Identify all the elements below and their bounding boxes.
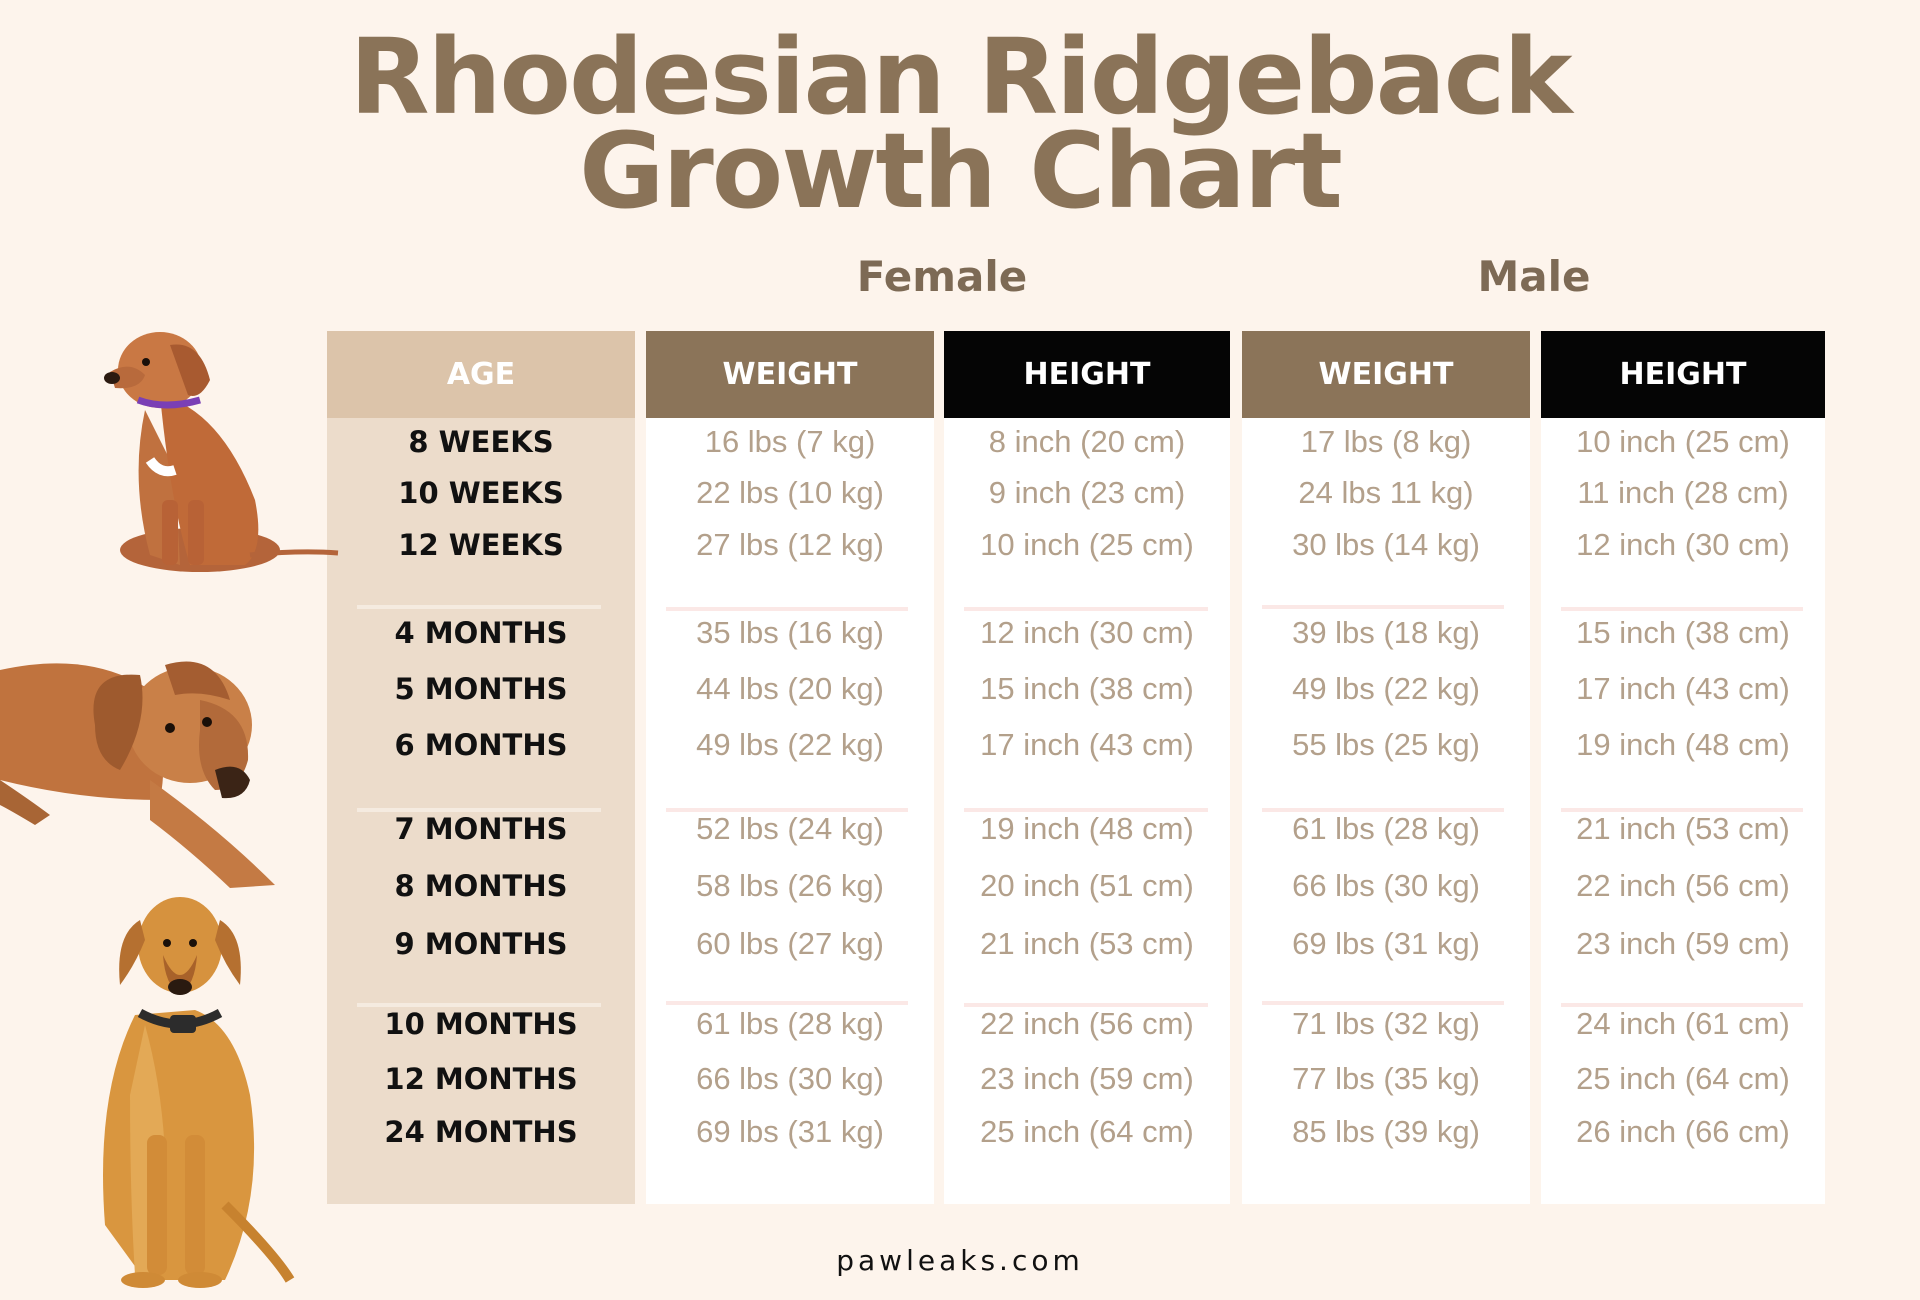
divider xyxy=(1262,808,1504,812)
male-height-cell: 21 inch (53 cm) xyxy=(1576,811,1790,846)
male-weight-cell: 61 lbs (28 kg) xyxy=(1292,811,1480,846)
male-weight-cell: 55 lbs (25 kg) xyxy=(1292,727,1480,762)
female-weight-cell: 22 lbs (10 kg) xyxy=(696,475,884,510)
female-height-cell: 15 inch (38 cm) xyxy=(980,671,1194,706)
age-cell: 8 MONTHS xyxy=(394,869,568,903)
female-height-cell: 25 inch (64 cm) xyxy=(980,1114,1194,1149)
male-weight-cell: 85 lbs (39 kg) xyxy=(1292,1114,1480,1149)
divider xyxy=(1561,808,1803,812)
footer-site-name: pawleaks.com xyxy=(836,1244,1084,1277)
female-weight-cell: 35 lbs (16 kg) xyxy=(696,615,884,650)
male-height-cell: 15 inch (38 cm) xyxy=(1576,615,1790,650)
female-height-cell: 21 inch (53 cm) xyxy=(980,926,1194,961)
male-weight-cell: 69 lbs (31 kg) xyxy=(1292,926,1480,961)
male-weight-cell: 30 lbs (14 kg) xyxy=(1292,527,1480,562)
female-height-cell: 22 inch (56 cm) xyxy=(980,1006,1194,1041)
female-weight-cell: 27 lbs (12 kg) xyxy=(696,527,884,562)
female-weight-cell: 44 lbs (20 kg) xyxy=(696,671,884,706)
male-weight-header: WEIGHT xyxy=(1242,331,1530,418)
female-weight-cell: 66 lbs (30 kg) xyxy=(696,1061,884,1096)
male-height-cell: 12 inch (30 cm) xyxy=(1576,527,1790,562)
divider xyxy=(1561,607,1803,611)
female-height-header: HEIGHT xyxy=(944,331,1230,418)
divider xyxy=(1262,1001,1504,1005)
male-height-header: HEIGHT xyxy=(1541,331,1825,418)
female-height-cell: 23 inch (59 cm) xyxy=(980,1061,1194,1096)
divider xyxy=(1561,1003,1803,1007)
female-weight-cell: 52 lbs (24 kg) xyxy=(696,811,884,846)
female-height-cell: 20 inch (51 cm) xyxy=(980,868,1194,903)
female-weight-cell: 58 lbs (26 kg) xyxy=(696,868,884,903)
age-cell: 5 MONTHS xyxy=(394,672,568,706)
female-weight-cell: 60 lbs (27 kg) xyxy=(696,926,884,961)
female-height-cell: 8 inch (20 cm) xyxy=(988,424,1186,459)
divider xyxy=(1262,605,1504,609)
male-group-label: Male xyxy=(1477,252,1591,301)
divider xyxy=(666,808,908,812)
title-line-2: Growth Chart xyxy=(579,110,1343,232)
male-height-cell: 19 inch (48 cm) xyxy=(1576,727,1790,762)
male-weight-cell: 71 lbs (32 kg) xyxy=(1292,1006,1480,1041)
female-height-cell: 9 inch (23 cm) xyxy=(988,475,1186,510)
female-group-label: Female xyxy=(856,252,1028,301)
female-weight-cell: 49 lbs (22 kg) xyxy=(696,727,884,762)
male-weight-cell: 66 lbs (30 kg) xyxy=(1292,868,1480,903)
male-height-cell: 10 inch (25 cm) xyxy=(1576,424,1790,459)
male-height-cell: 26 inch (66 cm) xyxy=(1576,1114,1790,1149)
female-height-cell: 19 inch (48 cm) xyxy=(980,811,1194,846)
age-cell: 8 WEEKS xyxy=(408,425,554,459)
female-weight-header: WEIGHT xyxy=(646,331,934,418)
divider xyxy=(357,1003,601,1007)
age-cell: 12 WEEKS xyxy=(398,528,564,562)
divider xyxy=(964,808,1208,812)
female-weight-cell: 69 lbs (31 kg) xyxy=(696,1114,884,1149)
male-weight-cell: 49 lbs (22 kg) xyxy=(1292,671,1480,706)
female-weight-cell: 61 lbs (28 kg) xyxy=(696,1006,884,1041)
age-cell: 7 MONTHS xyxy=(394,812,568,846)
age-cell: 10 WEEKS xyxy=(398,476,564,510)
divider xyxy=(666,607,908,611)
male-weight-cell: 39 lbs (18 kg) xyxy=(1292,615,1480,650)
divider xyxy=(964,607,1208,611)
age-cell: 12 MONTHS xyxy=(384,1062,578,1096)
male-weight-cell: 17 lbs (8 kg) xyxy=(1300,424,1472,459)
female-height-cell: 12 inch (30 cm) xyxy=(980,615,1194,650)
male-weight-cell: 77 lbs (35 kg) xyxy=(1292,1061,1480,1096)
age-cell: 9 MONTHS xyxy=(394,927,568,961)
female-height-cell: 10 inch (25 cm) xyxy=(980,527,1194,562)
male-height-cell: 11 inch (28 cm) xyxy=(1577,475,1789,510)
dog-lying-image xyxy=(0,661,275,888)
divider xyxy=(964,1003,1208,1007)
female-height-cell: 17 inch (43 cm) xyxy=(980,727,1194,762)
male-height-cell: 25 inch (64 cm) xyxy=(1576,1061,1790,1096)
male-height-cell: 22 inch (56 cm) xyxy=(1576,868,1790,903)
male-weight-cell: 24 lbs 11 kg) xyxy=(1298,475,1474,510)
age-cell: 10 MONTHS xyxy=(384,1007,578,1041)
divider xyxy=(357,808,601,812)
age-cell: 6 MONTHS xyxy=(394,728,568,762)
title-line-1: Rhodesian Ridgeback xyxy=(349,16,1572,138)
dog-puppy-sitting-image xyxy=(104,332,339,572)
divider xyxy=(357,605,601,609)
dog-adult-sitting-image xyxy=(103,897,295,1288)
age-header: AGE xyxy=(327,331,635,418)
page-title: Rhodesian Ridgeback Growth Chart xyxy=(0,16,1920,232)
age-cell: 24 MONTHS xyxy=(384,1115,578,1149)
male-height-cell: 24 inch (61 cm) xyxy=(1576,1006,1790,1041)
age-cell: 4 MONTHS xyxy=(394,616,568,650)
female-weight-cell: 16 lbs (7 kg) xyxy=(704,424,876,459)
divider xyxy=(666,1001,908,1005)
male-height-cell: 17 inch (43 cm) xyxy=(1576,671,1790,706)
male-height-cell: 23 inch (59 cm) xyxy=(1576,926,1790,961)
